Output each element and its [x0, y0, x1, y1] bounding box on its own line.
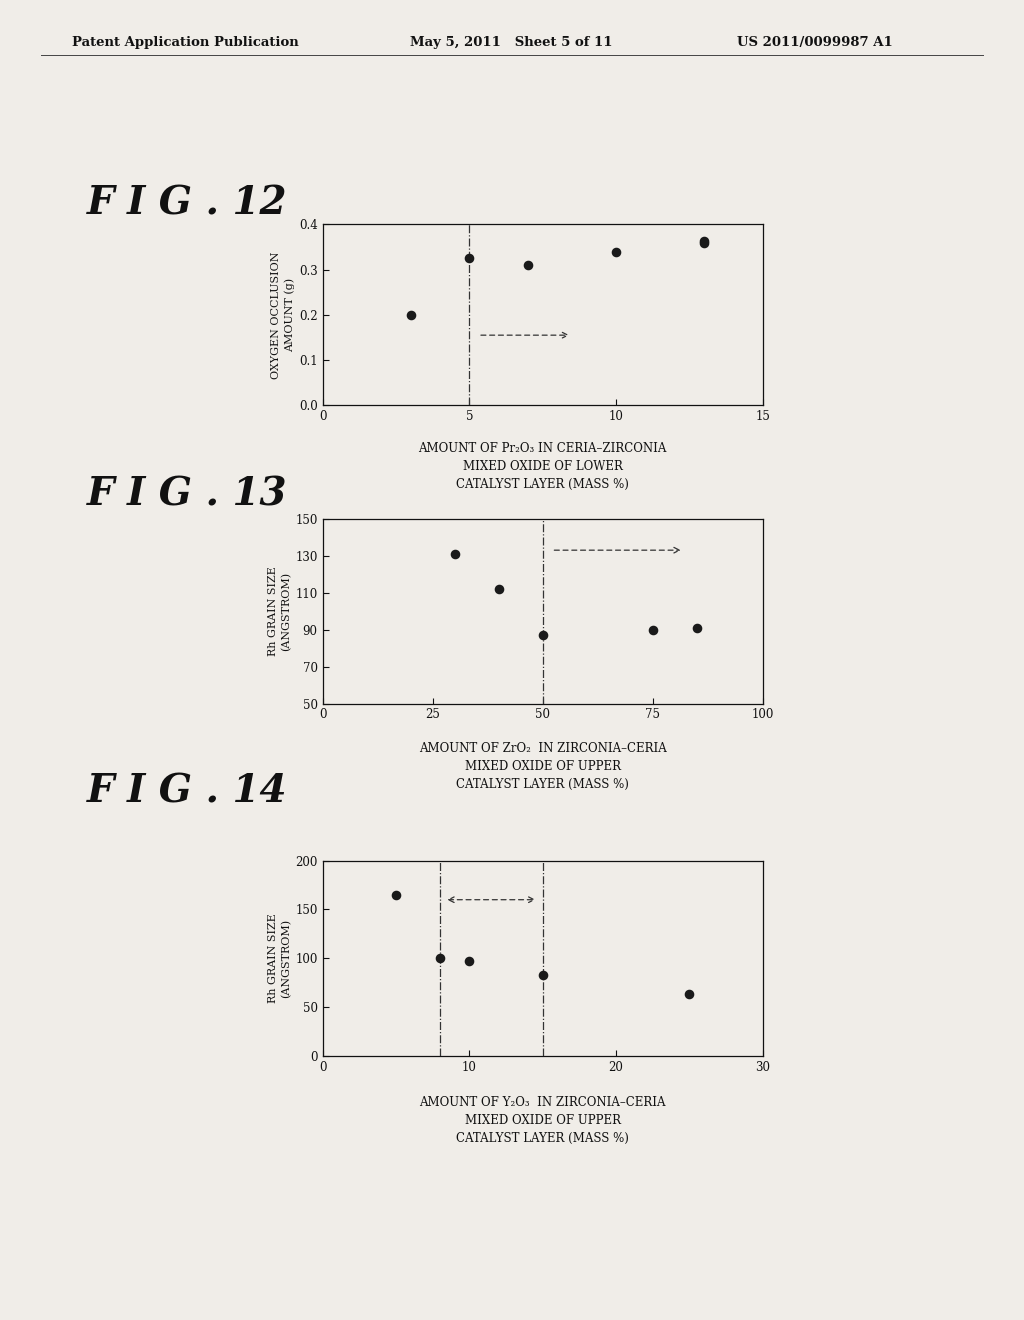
Point [696, 231, 713, 252]
Point [461, 248, 477, 269]
Text: F I G . 13: F I G . 13 [87, 475, 288, 513]
Y-axis label: OXYGEN OCCLUSION
AMOUNT (g): OXYGEN OCCLUSION AMOUNT (g) [270, 251, 295, 379]
Point [402, 305, 419, 326]
Text: Patent Application Publication: Patent Application Publication [72, 36, 298, 49]
Point [446, 544, 463, 565]
Point [432, 948, 449, 969]
Text: AMOUNT OF ZrO₂  IN ZIRCONIA–CERIA
MIXED OXIDE OF UPPER
CATALYST LAYER (MASS %): AMOUNT OF ZrO₂ IN ZIRCONIA–CERIA MIXED O… [419, 742, 667, 791]
Text: AMOUNT OF Pr₂O₃ IN CERIA–ZIRCONIA
MIXED OXIDE OF LOWER
CATALYST LAYER (MASS %): AMOUNT OF Pr₂O₃ IN CERIA–ZIRCONIA MIXED … [419, 442, 667, 491]
Text: US 2011/0099987 A1: US 2011/0099987 A1 [737, 36, 893, 49]
Text: May 5, 2011   Sheet 5 of 11: May 5, 2011 Sheet 5 of 11 [410, 36, 612, 49]
Point [388, 884, 404, 906]
Point [461, 950, 477, 972]
Point [608, 242, 625, 263]
Point [696, 232, 713, 253]
Text: F I G . 14: F I G . 14 [87, 772, 288, 810]
Point [535, 624, 551, 645]
Text: F I G . 12: F I G . 12 [87, 185, 288, 223]
Point [490, 578, 507, 599]
Point [688, 618, 705, 639]
Text: AMOUNT OF Y₂O₃  IN ZIRCONIA–CERIA
MIXED OXIDE OF UPPER
CATALYST LAYER (MASS %): AMOUNT OF Y₂O₃ IN ZIRCONIA–CERIA MIXED O… [420, 1096, 666, 1144]
Point [535, 965, 551, 986]
Y-axis label: Rh GRAIN SIZE
(ANGSTROM): Rh GRAIN SIZE (ANGSTROM) [267, 566, 291, 656]
Point [645, 619, 662, 640]
Point [520, 255, 537, 276]
Y-axis label: Rh GRAIN SIZE
(ANGSTROM): Rh GRAIN SIZE (ANGSTROM) [267, 913, 291, 1003]
Point [681, 983, 697, 1005]
